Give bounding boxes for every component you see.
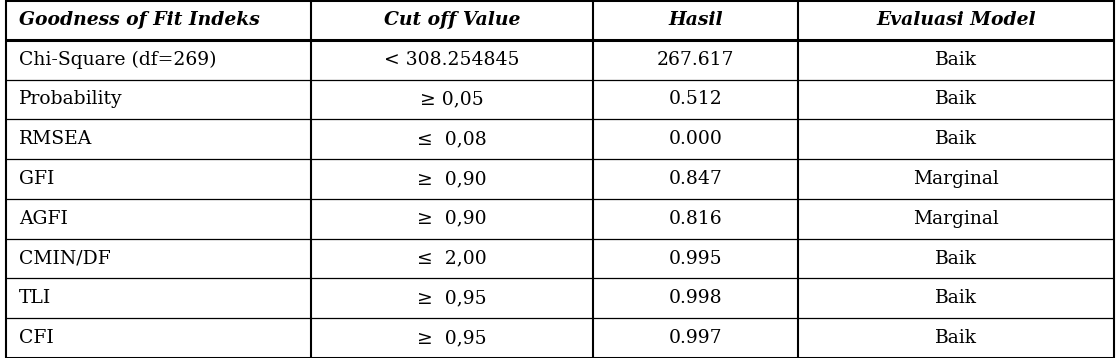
- Text: ≤  0,08: ≤ 0,08: [417, 130, 487, 148]
- Text: 0.816: 0.816: [669, 210, 722, 228]
- Text: Baik: Baik: [935, 91, 978, 108]
- Text: 0.000: 0.000: [669, 130, 722, 148]
- Text: 0.995: 0.995: [669, 250, 722, 267]
- Text: ≥ 0,05: ≥ 0,05: [420, 91, 484, 108]
- Text: < 308.254845: < 308.254845: [384, 51, 520, 69]
- Text: Marginal: Marginal: [914, 170, 999, 188]
- Text: RMSEA: RMSEA: [19, 130, 92, 148]
- Text: 0.997: 0.997: [669, 329, 722, 347]
- Text: CMIN/DF: CMIN/DF: [19, 250, 111, 267]
- Text: Baik: Baik: [935, 130, 978, 148]
- Text: Baik: Baik: [935, 250, 978, 267]
- Text: 0.847: 0.847: [669, 170, 722, 188]
- Text: 267.617: 267.617: [657, 51, 735, 69]
- Text: GFI: GFI: [19, 170, 55, 188]
- Text: ≥  0,95: ≥ 0,95: [417, 329, 487, 347]
- Text: 0.998: 0.998: [669, 289, 722, 307]
- Text: ≥  0,90: ≥ 0,90: [417, 170, 487, 188]
- Text: Evaluasi Model: Evaluasi Model: [877, 11, 1036, 29]
- Text: ≥  0,95: ≥ 0,95: [417, 289, 487, 307]
- Text: Baik: Baik: [935, 329, 978, 347]
- Text: AGFI: AGFI: [19, 210, 68, 228]
- Text: Probability: Probability: [19, 91, 123, 108]
- Text: 0.512: 0.512: [669, 91, 722, 108]
- Text: Hasil: Hasil: [669, 11, 724, 29]
- Text: Chi-Square (df=269): Chi-Square (df=269): [19, 50, 216, 69]
- Text: Cut off Value: Cut off Value: [384, 11, 520, 29]
- Text: TLI: TLI: [19, 289, 52, 307]
- Text: CFI: CFI: [19, 329, 54, 347]
- Text: Goodness of Fit Indeks: Goodness of Fit Indeks: [19, 11, 260, 29]
- Text: ≤  2,00: ≤ 2,00: [417, 250, 487, 267]
- Text: Baik: Baik: [935, 289, 978, 307]
- Text: Marginal: Marginal: [914, 210, 999, 228]
- Text: ≥  0,90: ≥ 0,90: [417, 210, 487, 228]
- Text: Baik: Baik: [935, 51, 978, 69]
